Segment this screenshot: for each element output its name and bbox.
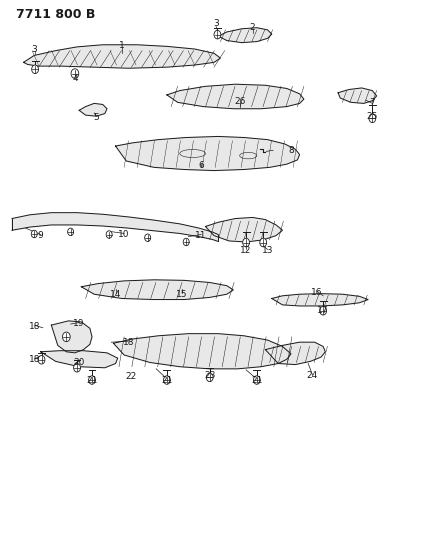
Text: 18: 18: [29, 356, 40, 364]
Text: 25: 25: [367, 112, 378, 120]
Circle shape: [74, 364, 80, 372]
Text: 17: 17: [318, 306, 329, 314]
Circle shape: [253, 376, 260, 384]
Circle shape: [38, 356, 45, 364]
Text: 7: 7: [369, 98, 375, 107]
Circle shape: [68, 228, 74, 236]
Circle shape: [71, 69, 79, 78]
Text: 19: 19: [74, 319, 85, 328]
Circle shape: [145, 234, 151, 241]
Polygon shape: [272, 294, 368, 306]
Text: 11: 11: [196, 231, 207, 240]
Polygon shape: [116, 136, 300, 171]
Circle shape: [320, 306, 327, 315]
Text: 2: 2: [250, 23, 256, 32]
Circle shape: [214, 30, 221, 39]
Circle shape: [369, 114, 376, 123]
Text: 5: 5: [93, 113, 99, 122]
Circle shape: [32, 65, 39, 74]
Text: 10: 10: [119, 230, 130, 239]
Polygon shape: [167, 84, 304, 109]
Text: 21: 21: [251, 376, 262, 384]
Circle shape: [62, 332, 70, 342]
Text: 3: 3: [31, 45, 37, 53]
Text: 21: 21: [86, 376, 98, 384]
Circle shape: [260, 238, 267, 247]
Text: 3: 3: [213, 20, 219, 28]
Polygon shape: [24, 45, 220, 68]
Polygon shape: [41, 351, 118, 368]
Text: 24: 24: [307, 372, 318, 380]
Text: 26: 26: [234, 97, 245, 106]
Polygon shape: [113, 334, 291, 369]
Text: 13: 13: [262, 246, 273, 255]
Text: 15: 15: [176, 290, 187, 298]
Text: 16: 16: [311, 288, 322, 296]
Circle shape: [31, 230, 37, 238]
Text: 7711 800 B: 7711 800 B: [16, 8, 95, 21]
Polygon shape: [81, 280, 233, 300]
Polygon shape: [79, 103, 107, 116]
Polygon shape: [12, 213, 218, 241]
Text: 6: 6: [198, 161, 204, 169]
Text: 20: 20: [74, 358, 85, 367]
Text: 9: 9: [38, 231, 44, 240]
Text: 22: 22: [125, 373, 136, 381]
Circle shape: [183, 238, 189, 246]
Circle shape: [89, 376, 95, 384]
Text: 21: 21: [161, 376, 172, 384]
Polygon shape: [265, 342, 325, 365]
Circle shape: [206, 373, 213, 382]
Text: 14: 14: [110, 290, 121, 298]
Text: 18: 18: [123, 338, 134, 346]
Circle shape: [243, 238, 250, 247]
Text: 8: 8: [288, 146, 294, 155]
Polygon shape: [338, 88, 377, 103]
Text: 23: 23: [204, 371, 215, 379]
Circle shape: [106, 231, 112, 238]
Text: 18: 18: [29, 322, 40, 330]
Polygon shape: [51, 321, 92, 353]
Text: 4: 4: [72, 74, 78, 83]
Polygon shape: [205, 217, 282, 242]
Circle shape: [163, 376, 170, 384]
Text: 12: 12: [241, 246, 252, 255]
Polygon shape: [218, 28, 272, 43]
Text: 1: 1: [119, 41, 125, 50]
